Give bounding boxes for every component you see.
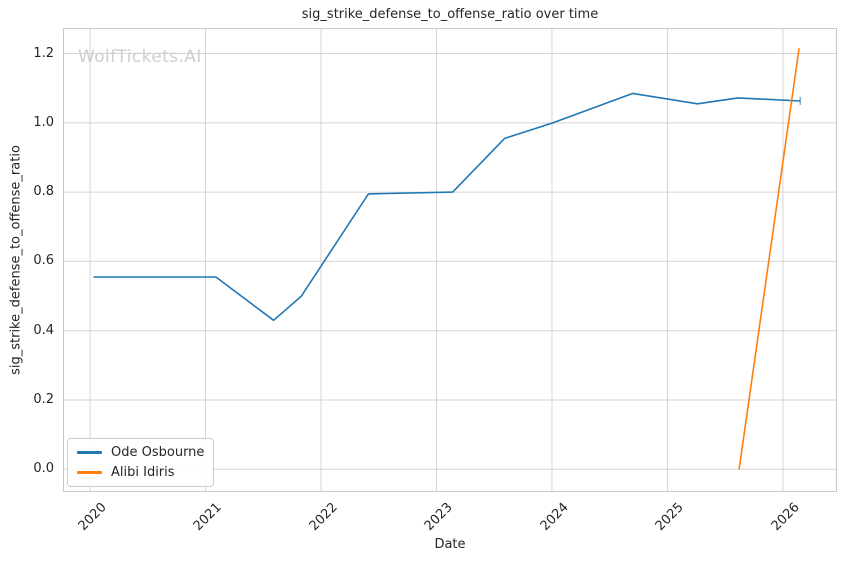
x-tick-label: 2024 [537, 500, 572, 535]
legend-item: Alibi Idiris [77, 463, 204, 482]
watermark: WolfTickets.AI [78, 47, 202, 67]
legend: Ode Osbourne Alibi Idiris [67, 438, 215, 487]
y-tick-label: 0.8 [33, 184, 54, 200]
legend-label: Ode Osbourne [111, 445, 205, 460]
y-tick-label: 0.2 [33, 392, 54, 407]
series-line-alibi-idiris [738, 48, 800, 470]
y-tick-label: 0.6 [33, 253, 54, 269]
y-tick-label: 1.2 [33, 45, 54, 61]
chart-title: sig_strike_defense_to_offense_ratio over… [301, 7, 599, 22]
y-tick-label: 1.0 [33, 114, 54, 130]
series-line-ode-osbourne [93, 92, 801, 322]
legend-item: Ode Osbourne [77, 443, 204, 462]
x-tick-label: 2021 [191, 500, 226, 535]
legend-label: Alibi Idiris [111, 465, 175, 480]
x-tick-label: 2026 [768, 500, 803, 535]
plot-area [63, 28, 837, 492]
legend-line-swatch [77, 471, 102, 474]
x-tick-label: 2025 [653, 500, 688, 535]
plot-border [63, 28, 837, 492]
x-tick-label: 2022 [306, 500, 341, 535]
x-tick-label: 2020 [75, 500, 110, 535]
x-tick-label: 2023 [422, 500, 457, 535]
x-axis-label: Date [434, 537, 466, 552]
y-tick-label: 0.4 [33, 322, 54, 338]
legend-line-swatch [77, 451, 102, 454]
y-tick-label: 0.0 [33, 461, 54, 477]
